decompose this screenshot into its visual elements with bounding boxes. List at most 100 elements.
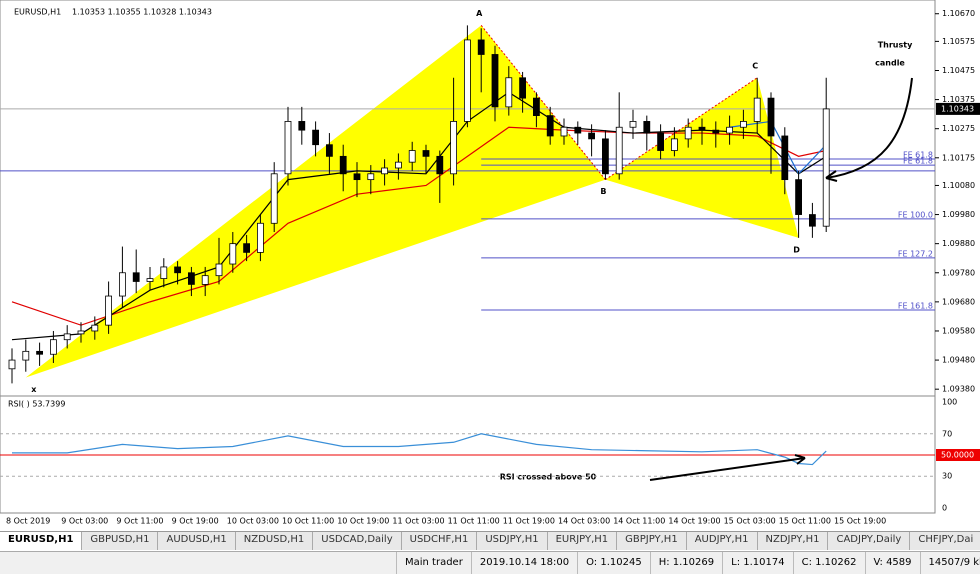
rsi-tick-label: 70 <box>942 429 952 438</box>
quote: 1.10353 1.10355 1.10328 1.10343 <box>72 8 212 17</box>
fibo-label: FE 161.8 <box>898 302 933 311</box>
candle-body <box>325 144 333 157</box>
y-tick-label: 1.09680 <box>942 297 975 306</box>
status-field: V: 4589 <box>864 552 920 574</box>
candle-body <box>781 135 789 181</box>
candle-body <box>201 275 209 285</box>
candle-body <box>574 126 582 134</box>
y-tick-label: 1.09980 <box>942 210 975 219</box>
annotation: Thrusty <box>878 41 913 50</box>
candle-body <box>105 295 112 326</box>
x-tick-label: 15 Oct 11:00 <box>779 517 831 526</box>
pattern-label: x <box>31 385 37 394</box>
status-bar: Main trader 2019.10.14 18:00 O: 1.10245 H: … <box>0 551 980 574</box>
y-tick-label: 1.09380 <box>942 385 975 394</box>
candle-body <box>339 155 347 175</box>
tab[interactable]: USDCHF,H1 <box>402 532 478 550</box>
y-tick-label: 1.10575 <box>942 37 975 46</box>
y-tick-label: 1.09580 <box>942 326 975 335</box>
tab[interactable]: NZDJPY,H1 <box>758 532 829 550</box>
tab[interactable]: NZDUSD,H1 <box>236 532 314 550</box>
candle-body <box>546 115 554 137</box>
symbol: EURUSD,H1 <box>14 8 61 17</box>
candle-body <box>312 129 320 146</box>
candle-body <box>367 173 375 181</box>
chart: x A B C D FE 61.8FE 61.8 FE 100.0 FE 127.2 FE 16… <box>0 0 980 526</box>
candle-body <box>8 359 16 370</box>
tab[interactable]: USDJPY,H1 <box>477 532 548 550</box>
candle-body <box>505 77 513 108</box>
x-tick-label: 10 Oct 19:00 <box>337 517 389 526</box>
status-field: L: 1.10174 <box>722 552 792 574</box>
candle-body <box>270 173 278 224</box>
status-field: H: 1.10269 <box>649 552 722 574</box>
rsi-level-tag-box <box>936 449 980 461</box>
arrow-head <box>825 170 838 182</box>
x-tick-label: 11 Oct 11:00 <box>448 517 500 526</box>
x-tick-label: 11 Oct 03:00 <box>392 517 444 526</box>
moving-average <box>11 126 827 326</box>
status-field: Main trader <box>396 552 471 574</box>
candle-body <box>602 138 609 175</box>
status-field: 2019.10.14 18:00 <box>470 552 577 574</box>
rsi-level-tag: 50.0000 <box>941 451 974 460</box>
candle-body <box>795 179 802 215</box>
y-tick-label: 1.10275 <box>942 124 975 133</box>
tab[interactable]: AUDJPY,H1 <box>687 532 758 550</box>
tab[interactable]: USDCAD,Daily <box>313 532 402 550</box>
candle-body <box>657 132 664 151</box>
candle-body <box>740 121 747 128</box>
candle-body <box>132 272 140 282</box>
rsi-tick-label: 30 <box>942 472 952 481</box>
tab[interactable]: EURJPY,H1 <box>548 532 618 550</box>
candle-body <box>450 121 458 175</box>
annotation-arrow <box>649 457 806 481</box>
pattern-leg <box>605 77 758 181</box>
tab[interactable]: GBPUSD,H1 <box>82 532 159 550</box>
tab[interactable]: GBPJPY,H1 <box>617 532 687 550</box>
x-tick-label: 9 Oct 19:00 <box>172 517 219 526</box>
rsi-label: RSI( ) 53.7399 <box>8 400 65 409</box>
fibo-label: FE 100.0 <box>898 210 933 219</box>
tab[interactable]: AUDUSD,H1 <box>158 532 236 550</box>
status-field: 14507/9 kb <box>919 552 980 574</box>
arrow-head <box>794 454 806 465</box>
annotation: RSI crossed above 50 <box>500 473 597 482</box>
candle-body <box>753 97 761 122</box>
status-spacer <box>0 552 396 574</box>
pattern-leg <box>480 25 606 180</box>
bid-tag-box <box>936 102 980 115</box>
annotation: candle <box>875 59 905 68</box>
tab[interactable]: CHFJPY,Dai <box>910 532 980 550</box>
pattern-label: A <box>476 9 483 18</box>
candle-body <box>229 243 237 265</box>
x-tick-label: 14 Oct 11:00 <box>613 517 665 526</box>
candle-body <box>436 155 444 175</box>
harmonic-triangle <box>605 77 799 238</box>
y-tick-label: 1.10375 <box>942 95 975 104</box>
pattern-label: B <box>600 187 606 196</box>
y-tick-label: 1.09780 <box>942 268 975 277</box>
candle-body <box>381 167 389 175</box>
candle-body <box>671 138 678 151</box>
tab-bar: EURUSD,H1 GBPUSD,H1 AUDUSD,H1 NZDUSD,H1 USDC… <box>0 531 980 550</box>
pattern-label: C <box>752 61 758 70</box>
fibo-label: FE 61.8 <box>903 157 933 166</box>
candle-body <box>477 39 485 55</box>
candle-body <box>560 126 568 137</box>
candle-body <box>684 126 692 140</box>
x-tick-label: 8 Oct 2019 <box>6 517 50 526</box>
x-tick-label: 14 Oct 19:00 <box>668 517 720 526</box>
candle-body <box>215 263 223 277</box>
candle-body <box>298 121 306 131</box>
candle-body <box>422 150 430 157</box>
y-tick-label: 1.10670 <box>942 9 975 18</box>
x-tick-label: 10 Oct 11:00 <box>282 517 334 526</box>
x-tick-label: 11 Oct 19:00 <box>503 517 555 526</box>
tab[interactable]: EURUSD,H1 <box>0 532 83 550</box>
tab[interactable]: CADJPY,Daily <box>828 532 911 550</box>
bid-tag: 1.10343 <box>941 104 974 113</box>
candle-body <box>533 97 540 116</box>
candle-body <box>256 222 264 253</box>
